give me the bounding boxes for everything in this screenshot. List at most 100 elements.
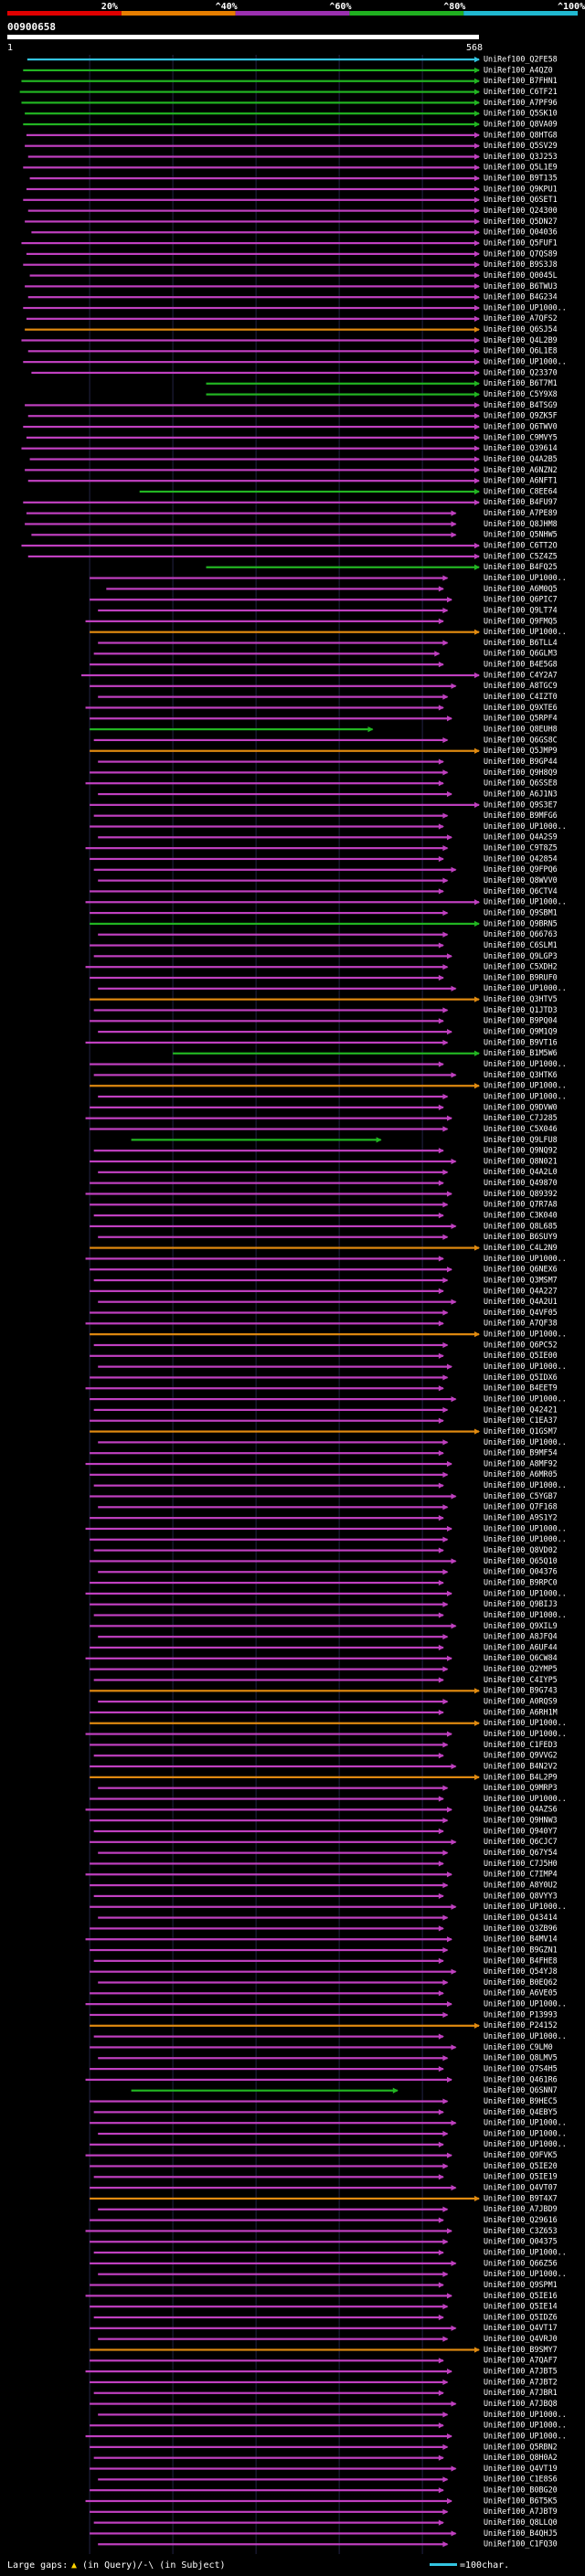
hit-label[interactable]: UniRef100_UP1000.. xyxy=(484,1330,567,1339)
hit-label[interactable]: UniRef100_Q9H8Q9 xyxy=(484,768,558,777)
hit-label[interactable]: UniRef100_Q43414 xyxy=(484,1913,558,1922)
hit-label[interactable]: UniRef100_B9S3J8 xyxy=(484,260,558,269)
hit-label[interactable]: UniRef100_Q6CTV4 xyxy=(484,886,558,896)
hit-label[interactable]: UniRef100_Q5NHW5 xyxy=(484,530,558,539)
hit-label[interactable]: UniRef100_UP1000.. xyxy=(484,1729,567,1738)
hit-label[interactable]: UniRef100_UP1000.. xyxy=(484,1091,567,1100)
hit-label[interactable]: UniRef100_UP1000.. xyxy=(484,2247,567,2256)
hit-label[interactable]: UniRef100_B0BG20 xyxy=(484,2486,558,2495)
hit-label[interactable]: UniRef100_Q65Q10 xyxy=(484,1556,558,1565)
hit-label[interactable]: UniRef100_Q5IDZ6 xyxy=(484,2312,558,2321)
hit-label[interactable]: UniRef100_Q9XTE6 xyxy=(484,703,558,712)
hit-label[interactable]: UniRef100_C9LM0 xyxy=(484,2042,553,2051)
hit-label[interactable]: UniRef100_Q6PC52 xyxy=(484,1340,558,1349)
hit-label[interactable]: UniRef100_Q4VT19 xyxy=(484,2464,558,2473)
hit-label[interactable]: UniRef100_C7J5H0 xyxy=(484,1859,558,1868)
hit-label[interactable]: UniRef100_Q9S3E7 xyxy=(484,800,558,809)
hit-label[interactable]: UniRef100_B4G234 xyxy=(484,292,558,302)
hit-label[interactable]: UniRef100_Q4A2L0 xyxy=(484,1167,558,1176)
hit-label[interactable]: UniRef100_C5Y9X8 xyxy=(484,389,558,398)
hit-label[interactable]: UniRef100_C1E8S6 xyxy=(484,2475,558,2484)
hit-label[interactable]: UniRef100_B4FHE8 xyxy=(484,1956,558,1965)
hit-label[interactable]: UniRef100_UP1000.. xyxy=(484,2410,567,2419)
hit-label[interactable]: UniRef100_Q54YJ8 xyxy=(484,1966,558,1976)
hit-label[interactable]: UniRef100_B9RUF0 xyxy=(484,972,558,981)
hit-label[interactable]: UniRef100_Q49870 xyxy=(484,1178,558,1187)
hit-label[interactable]: UniRef100_A7JBQ8 xyxy=(484,2399,558,2408)
hit-label[interactable]: UniRef100_A6NZN2 xyxy=(484,465,558,474)
hit-label[interactable]: UniRef100_C4Y2A7 xyxy=(484,670,558,679)
hit-label[interactable]: UniRef100_C7J285 xyxy=(484,1113,558,1122)
hit-label[interactable]: UniRef100_B4TSG9 xyxy=(484,400,558,409)
hit-label[interactable]: UniRef100_UP1000.. xyxy=(484,2421,567,2430)
hit-label[interactable]: UniRef100_Q6SET1 xyxy=(484,195,558,204)
hit-label[interactable]: UniRef100_Q6SNN7 xyxy=(484,2085,558,2094)
hit-label[interactable]: UniRef100_UP1000.. xyxy=(484,1523,567,1532)
hit-label[interactable]: UniRef100_Q4EBY5 xyxy=(484,2107,558,2116)
hit-label[interactable]: UniRef100_A6NFT1 xyxy=(484,476,558,485)
hit-label[interactable]: UniRef100_Q9SBM1 xyxy=(484,907,558,917)
hit-label[interactable]: UniRef100_A7PF96 xyxy=(484,98,558,107)
hit-label[interactable]: UniRef100_UP1000.. xyxy=(484,983,567,992)
hit-label[interactable]: UniRef100_A7PE89 xyxy=(484,508,558,517)
hit-label[interactable]: UniRef100_Q7QS89 xyxy=(484,249,558,258)
hit-label[interactable]: UniRef100_Q5FUF1 xyxy=(484,238,558,247)
hit-label[interactable]: UniRef100_C3Z653 xyxy=(484,2226,558,2235)
hit-label[interactable]: UniRef100_UP1000.. xyxy=(484,1794,567,1803)
hit-label[interactable]: UniRef100_Q4VF05 xyxy=(484,1308,558,1317)
hit-label[interactable]: UniRef100_UP1000.. xyxy=(484,2031,567,2041)
hit-label[interactable]: UniRef100_Q7R7A8 xyxy=(484,1200,558,1209)
hit-label[interactable]: UniRef100_Q8HTG8 xyxy=(484,130,558,139)
hit-label[interactable]: UniRef100_UP1000.. xyxy=(484,2118,567,2127)
hit-label[interactable]: UniRef100_Q04036 xyxy=(484,228,558,237)
hit-label[interactable]: UniRef100_Q42854 xyxy=(484,853,558,863)
hit-label[interactable]: UniRef100_UP1000.. xyxy=(484,2269,567,2278)
hit-label[interactable]: UniRef100_B7FHN1 xyxy=(484,76,558,85)
hit-label[interactable]: UniRef100_Q4VT07 xyxy=(484,2183,558,2192)
hit-label[interactable]: UniRef100_A8MF92 xyxy=(484,1458,558,1468)
hit-label[interactable]: UniRef100_A7JBD9 xyxy=(484,2204,558,2213)
hit-label[interactable]: UniRef100_UP1000.. xyxy=(484,1480,567,1489)
hit-label[interactable]: UniRef100_C1FED3 xyxy=(484,1740,558,1749)
hit-label[interactable]: UniRef100_Q5DN27 xyxy=(484,217,558,226)
hit-label[interactable]: UniRef100_Q8VD02 xyxy=(484,1545,558,1554)
hit-label[interactable]: UniRef100_A7JBR1 xyxy=(484,2388,558,2397)
hit-label[interactable]: UniRef100_Q66763 xyxy=(484,929,558,938)
hit-label[interactable]: UniRef100_Q6TWV0 xyxy=(484,421,558,430)
hit-label[interactable]: UniRef100_Q5IE14 xyxy=(484,2302,558,2311)
hit-label[interactable]: UniRef100_UP1000.. xyxy=(484,1059,567,1068)
hit-label[interactable]: UniRef100_B4FQ25 xyxy=(484,562,558,571)
hit-label[interactable]: UniRef100_B4L2P9 xyxy=(484,1772,558,1781)
hit-label[interactable]: UniRef100_Q8JHM8 xyxy=(484,519,558,528)
hit-label[interactable]: UniRef100_A6VE05 xyxy=(484,1988,558,1998)
hit-label[interactable]: UniRef100_Q6CJC7 xyxy=(484,1837,558,1846)
hit-label[interactable]: UniRef100_C6TT2O xyxy=(484,541,558,550)
hit-label[interactable]: UniRef100_B0EQ62 xyxy=(484,1977,558,1987)
hit-label[interactable]: UniRef100_B9T135 xyxy=(484,174,558,183)
hit-label[interactable]: UniRef100_Q23370 xyxy=(484,367,558,376)
hit-label[interactable]: UniRef100_C7IMP4 xyxy=(484,1870,558,1879)
hit-label[interactable]: UniRef100_Q3HTV5 xyxy=(484,994,558,1003)
hit-label[interactable]: UniRef100_Q9LGP3 xyxy=(484,951,558,960)
hit-label[interactable]: UniRef100_Q5L1E9 xyxy=(484,163,558,172)
hit-label[interactable]: UniRef100_A9S1Y2 xyxy=(484,1513,558,1522)
hit-label[interactable]: UniRef100_Q5SV29 xyxy=(484,141,558,150)
hit-label[interactable]: UniRef100_Q9NQ92 xyxy=(484,1146,558,1155)
hit-label[interactable]: UniRef100_B9PQ04 xyxy=(484,1016,558,1025)
hit-label[interactable]: UniRef100_Q5IDX6 xyxy=(484,1373,558,1382)
hit-label[interactable]: UniRef100_UP1000.. xyxy=(484,627,567,636)
hit-label[interactable]: UniRef100_C4IYP5 xyxy=(484,1675,558,1684)
hit-label[interactable]: UniRef100_B9MFG6 xyxy=(484,811,558,820)
hit-label[interactable]: UniRef100_Q9LT74 xyxy=(484,605,558,614)
hit-label[interactable]: UniRef100_Q5IE19 xyxy=(484,2172,558,2181)
hit-label[interactable]: UniRef100_Q4A227 xyxy=(484,1286,558,1295)
hit-label[interactable]: UniRef100_UP1000.. xyxy=(484,1394,567,1403)
hit-label[interactable]: UniRef100_A7JBT5 xyxy=(484,2367,558,2376)
hit-label[interactable]: UniRef100_Q9XIL9 xyxy=(484,1621,558,1630)
hit-label[interactable]: UniRef100_Q461R6 xyxy=(484,2074,558,2083)
hit-label[interactable]: UniRef100_Q9BIJ3 xyxy=(484,1599,558,1608)
hit-label[interactable]: UniRef100_Q8VA09 xyxy=(484,119,558,128)
hit-label[interactable]: UniRef100_Q8LLQ0 xyxy=(484,2518,558,2527)
hit-label[interactable]: UniRef100_UP1000.. xyxy=(484,822,567,831)
hit-label[interactable]: UniRef100_C5X046 xyxy=(484,1124,558,1133)
